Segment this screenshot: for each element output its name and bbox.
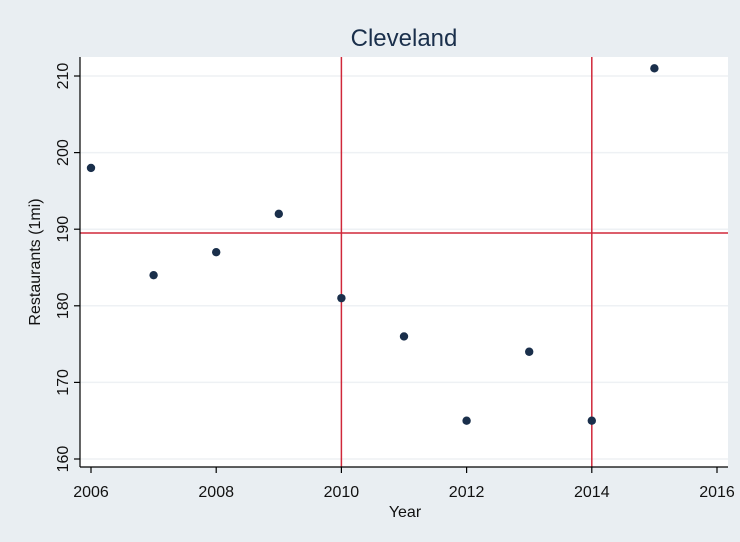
x-tick-label-2006: 2006 bbox=[73, 484, 109, 501]
data-points bbox=[86, 64, 659, 425]
data-point-2006 bbox=[86, 163, 96, 173]
chart-title: Cleveland bbox=[351, 25, 458, 52]
x-tick-label-2008: 2008 bbox=[198, 484, 234, 501]
data-point-2011 bbox=[399, 332, 409, 341]
x-tick-label-2010: 2010 bbox=[324, 484, 360, 501]
data-point-2012 bbox=[462, 416, 471, 425]
data-point-2010 bbox=[337, 293, 346, 303]
y-tick-label-160: 160 bbox=[55, 446, 72, 473]
plot-area bbox=[80, 57, 728, 467]
x-tick-label-2014: 2014 bbox=[574, 484, 610, 501]
y-tick-label-190: 190 bbox=[55, 216, 72, 243]
data-point-2008 bbox=[212, 247, 221, 257]
data-point-2009 bbox=[274, 209, 283, 219]
reference-lines bbox=[80, 57, 728, 467]
data-point-2013 bbox=[525, 347, 534, 356]
y-axis-title: Restaurants (1mi) bbox=[27, 198, 44, 325]
x-tick-label-2016: 2016 bbox=[699, 484, 735, 501]
y-tick-label-180: 180 bbox=[55, 292, 72, 319]
x-axis-title: Year bbox=[389, 504, 422, 521]
y-tick-label-170: 170 bbox=[55, 369, 72, 396]
y-tick-label-200: 200 bbox=[55, 139, 72, 166]
data-point-2014 bbox=[587, 416, 596, 425]
grid-lines bbox=[80, 75, 728, 460]
axes: 160 170 180 190 200 210 2006 2008 2010 2012 2014 20… bbox=[55, 57, 735, 501]
x-tick-label-2012: 2012 bbox=[449, 484, 485, 501]
data-point-2007 bbox=[149, 270, 158, 280]
y-tick-label-210: 210 bbox=[55, 63, 72, 90]
data-point-2015 bbox=[650, 64, 659, 73]
